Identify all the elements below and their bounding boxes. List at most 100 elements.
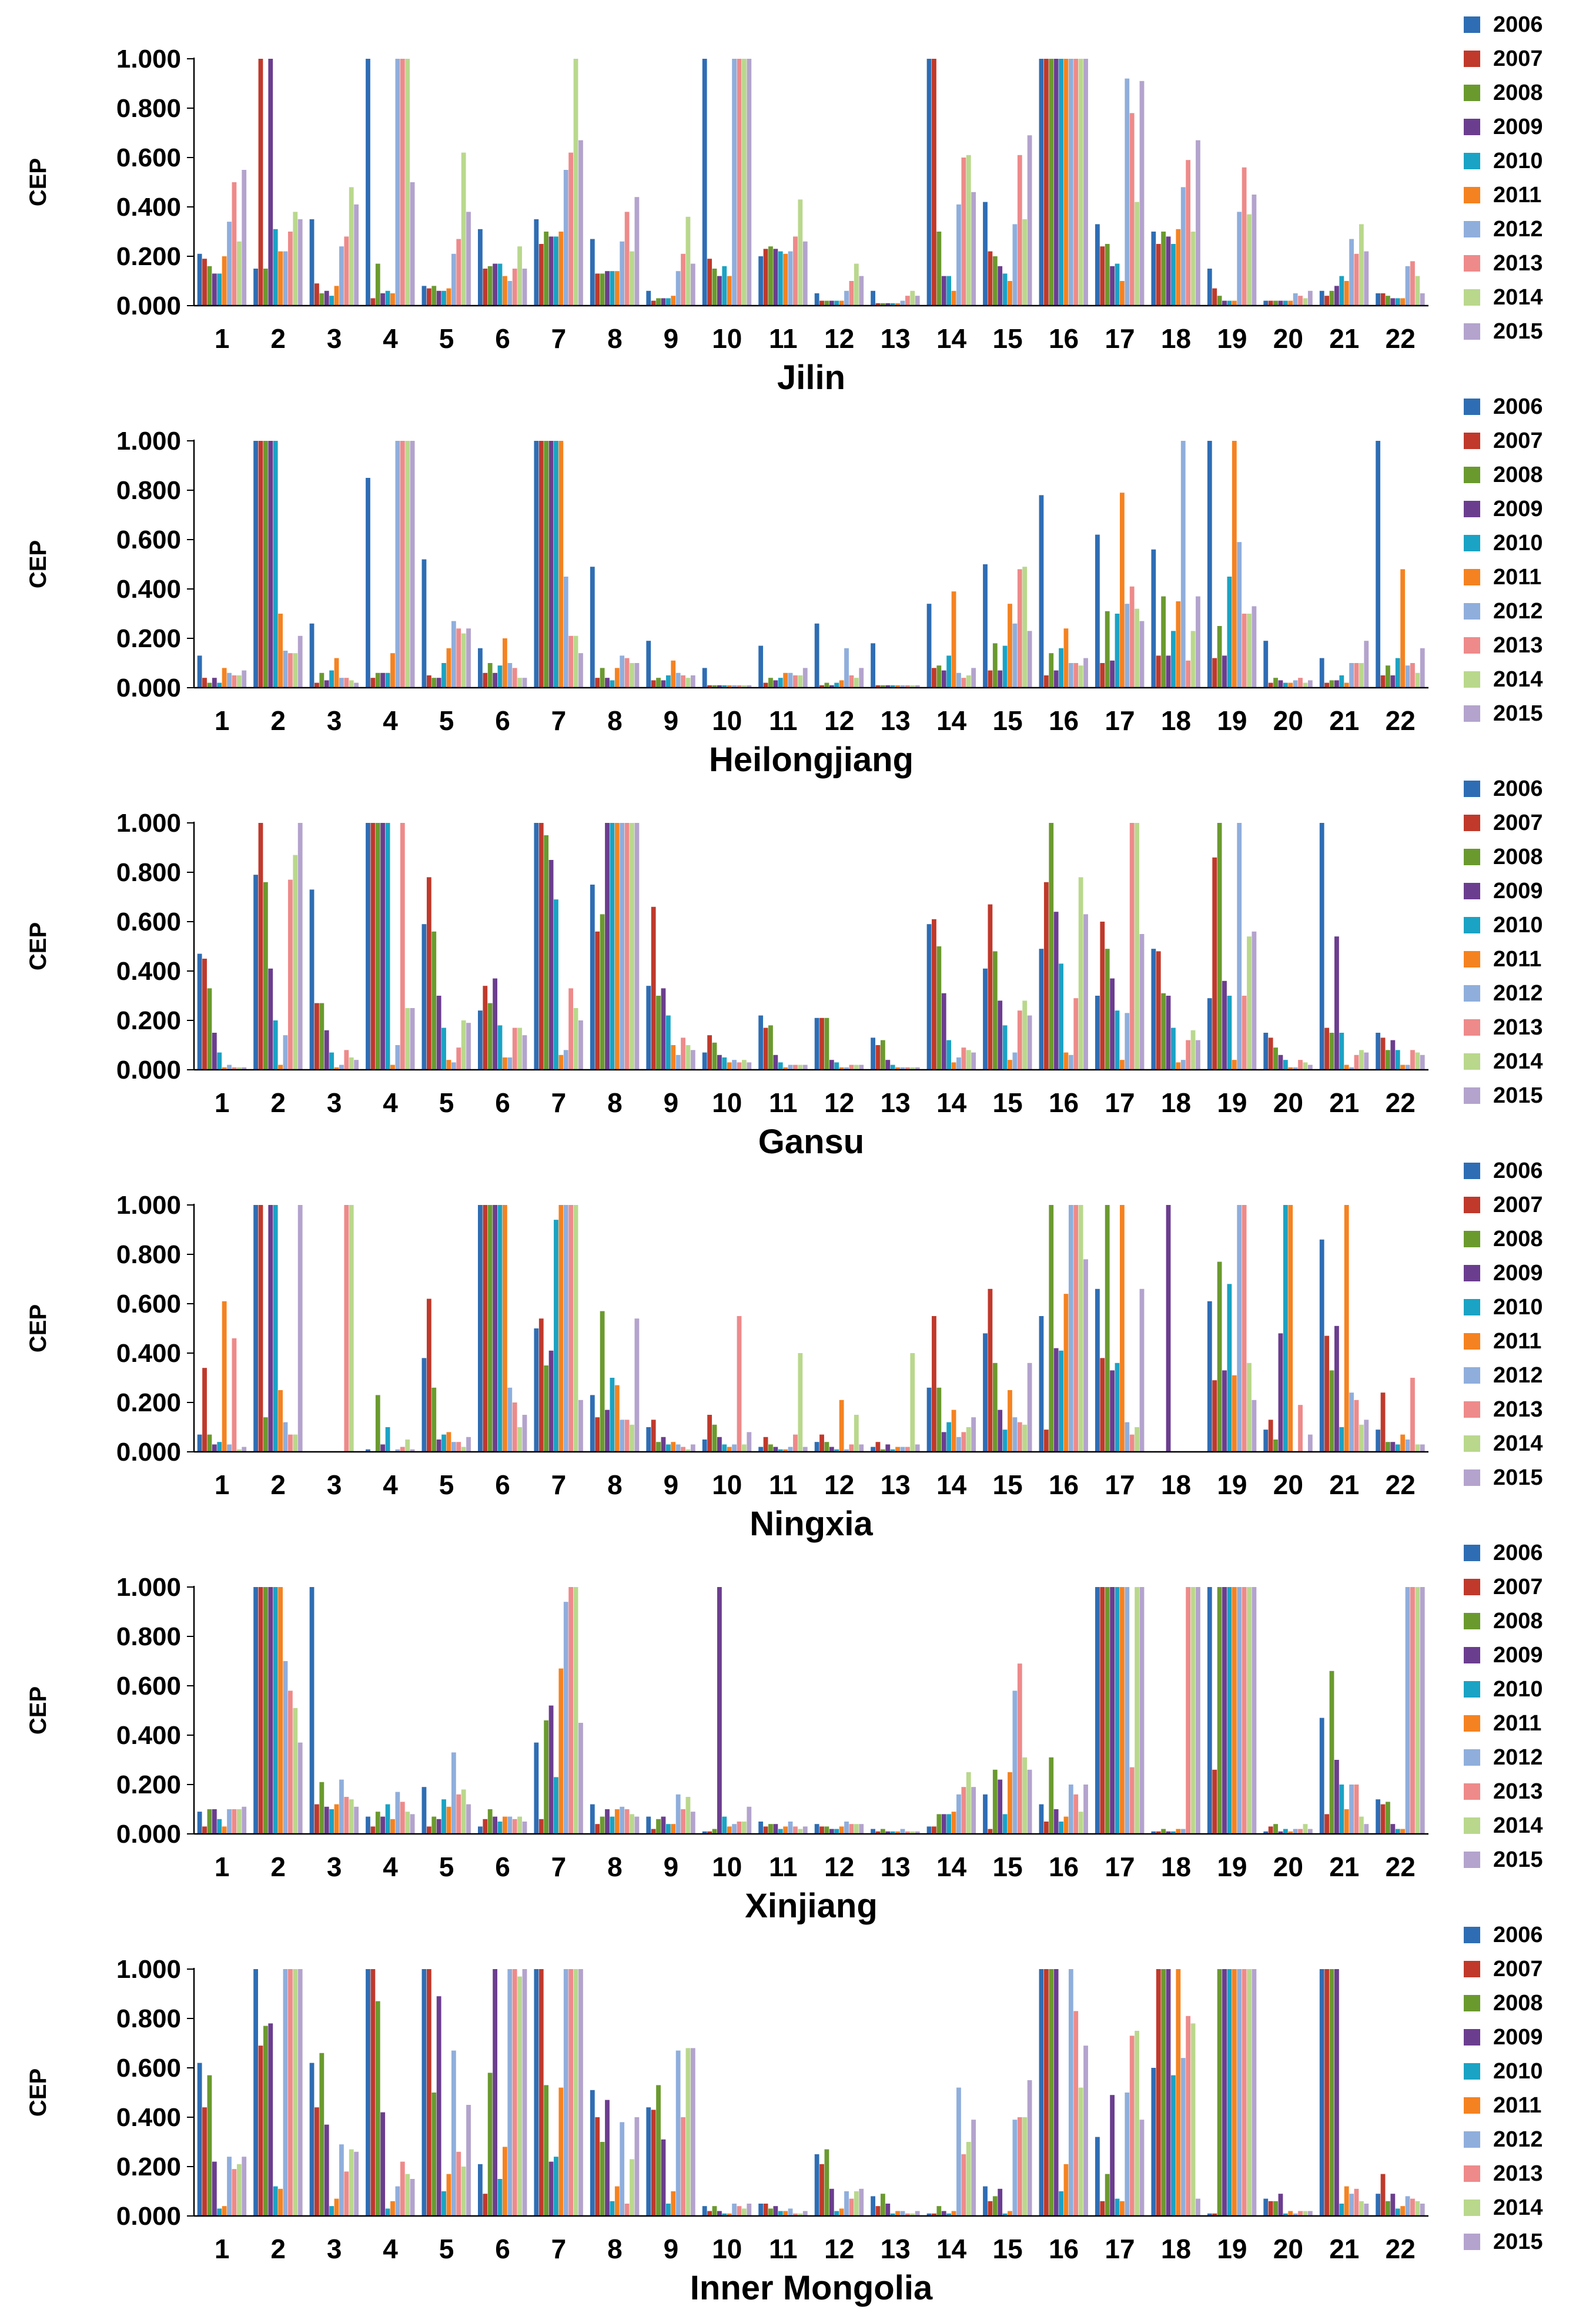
bar-2011-cat-7	[558, 1205, 564, 1452]
bar-2008-cat-4	[375, 823, 380, 1070]
bar-2010-cat-10	[722, 1816, 727, 1834]
bar-2008-cat-14	[936, 1387, 942, 1452]
bar-2006-cat-6	[478, 648, 483, 688]
x-tick-label: 2	[270, 1852, 286, 1882]
bar-2011-cat-21	[1344, 1809, 1349, 1834]
bar-2011-cat-15	[1008, 1060, 1012, 1070]
bar-2014-cat-3	[349, 680, 354, 688]
bar-2006-cat-5	[421, 559, 427, 688]
bar-2015-cat-5	[466, 628, 471, 688]
x-tick-label: 5	[439, 1087, 454, 1118]
bar-2010-cat-18	[1171, 1027, 1176, 1070]
bar-2008-cat-15	[992, 643, 998, 688]
bar-2007-cat-9	[651, 2110, 656, 2216]
x-tick-label: 8	[607, 323, 623, 354]
legend-label: 2009	[1493, 879, 1543, 903]
bar-2008-cat-3	[319, 672, 324, 688]
bar-2006-cat-12	[814, 1442, 819, 1452]
bar-2015-cat-13	[915, 296, 920, 306]
legend-swatch	[1464, 221, 1480, 237]
bar-2014-cat-7	[573, 1008, 578, 1070]
x-tick-label: 17	[1105, 1087, 1135, 1118]
bar-2015-cat-14	[971, 2120, 976, 2216]
legend-swatch	[1464, 16, 1480, 33]
bar-2014-cat-3	[349, 2149, 354, 2216]
bar-2014-cat-12	[854, 678, 859, 688]
legend-label: 2014	[1493, 2195, 1543, 2220]
bar-2014-cat-9	[685, 216, 691, 306]
bar-2010-cat-22	[1395, 658, 1400, 688]
x-tick-label: 13	[881, 1087, 911, 1118]
bar-2012-cat-7	[563, 170, 568, 306]
bar-2015-cat-11	[802, 1826, 808, 1834]
bar-2014-cat-9	[685, 678, 691, 688]
bar-2014-cat-8	[630, 823, 634, 1070]
bar-2015-cat-22	[1420, 2204, 1425, 2216]
bar-2013-cat-4	[400, 59, 405, 306]
bar-2006-cat-5	[421, 1358, 427, 1452]
bar-2008-cat-14	[936, 665, 942, 688]
bar-2014-cat-21	[1359, 1424, 1364, 1452]
bar-2006-cat-7	[534, 1328, 539, 1452]
bar-2015-cat-14	[971, 1787, 976, 1834]
bar-2011-cat-8	[614, 668, 620, 688]
bar-2015-cat-15	[1027, 1769, 1032, 1834]
bar-2013-cat-21	[1354, 253, 1359, 306]
bar-2008-cat-9	[656, 1442, 661, 1452]
bar-2009-cat-15	[998, 670, 1003, 688]
bar-2015-cat-15	[1027, 135, 1032, 306]
bar-2009-cat-7	[548, 1705, 554, 1834]
bar-2015-cat-2	[297, 1205, 303, 1452]
bar-2011-cat-10	[727, 276, 732, 306]
bar-2011-cat-11	[783, 1067, 788, 1070]
x-tick-label: 8	[607, 1087, 623, 1118]
y-tick-label: 1.000	[116, 1955, 181, 1984]
bar-2011-cat-4	[390, 2201, 395, 2216]
y-tick-label: 0.800	[116, 858, 181, 887]
bar-2014-cat-6	[517, 1816, 522, 1834]
bar-2013-cat-13	[905, 2213, 910, 2216]
bar-2011-cat-21	[1344, 281, 1349, 306]
legend-label: 2007	[1493, 811, 1543, 835]
bar-2011-cat-11	[783, 1826, 788, 1834]
bar-2009-cat-13	[885, 1831, 891, 1834]
bar-2014-cat-7	[573, 635, 578, 688]
bar-2015-cat-7	[578, 1723, 583, 1834]
bar-2015-cat-2	[297, 1969, 303, 2216]
bar-2015-cat-10	[747, 1432, 752, 1452]
bar-2006-cat-17	[1095, 1288, 1100, 1452]
bar-2007-cat-17	[1100, 1358, 1105, 1452]
bar-2011-cat-6	[503, 1057, 507, 1070]
panel-title: Heilongjiang	[709, 741, 914, 779]
bar-2007-cat-11	[763, 1826, 768, 1834]
bar-2009-cat-11	[773, 1447, 778, 1452]
x-tick-label: 9	[664, 1852, 679, 1882]
bar-2012-cat-15	[1012, 1052, 1018, 1070]
bar-2012-cat-3	[339, 1779, 344, 1834]
bar-2012-cat-4	[395, 2186, 400, 2216]
bar-2015-cat-22	[1420, 648, 1425, 688]
bar-2012-cat-7	[563, 1602, 568, 1834]
bar-2006-cat-11	[758, 256, 764, 306]
bar-2012-cat-22	[1405, 1439, 1410, 1452]
bar-2012-cat-10	[732, 2204, 737, 2216]
bar-2014-cat-17	[1135, 2031, 1139, 2216]
bar-2014-cat-22	[1415, 1587, 1420, 1834]
bar-2010-cat-14	[946, 2213, 952, 2216]
x-tick-label: 7	[551, 2234, 567, 2264]
bar-2009-cat-18	[1166, 996, 1171, 1070]
bar-2009-cat-7	[548, 1350, 554, 1452]
bar-2007-cat-12	[819, 1826, 824, 1834]
bar-2010-cat-15	[1002, 1814, 1008, 1834]
bar-2013-cat-10	[737, 59, 742, 306]
bar-2007-cat-15	[988, 1288, 993, 1452]
y-tick-label: 0.600	[116, 1672, 181, 1700]
bar-2006-cat-16	[1039, 495, 1044, 688]
bar-2012-cat-2	[283, 251, 288, 306]
bar-2015-cat-1	[242, 2157, 247, 2216]
bar-2008-cat-16	[1049, 653, 1054, 688]
bar-2011-cat-16	[1063, 1052, 1069, 1070]
bar-2009-cat-17	[1110, 2095, 1115, 2216]
bar-2006-cat-10	[702, 668, 707, 688]
bar-2013-cat-11	[793, 675, 798, 688]
